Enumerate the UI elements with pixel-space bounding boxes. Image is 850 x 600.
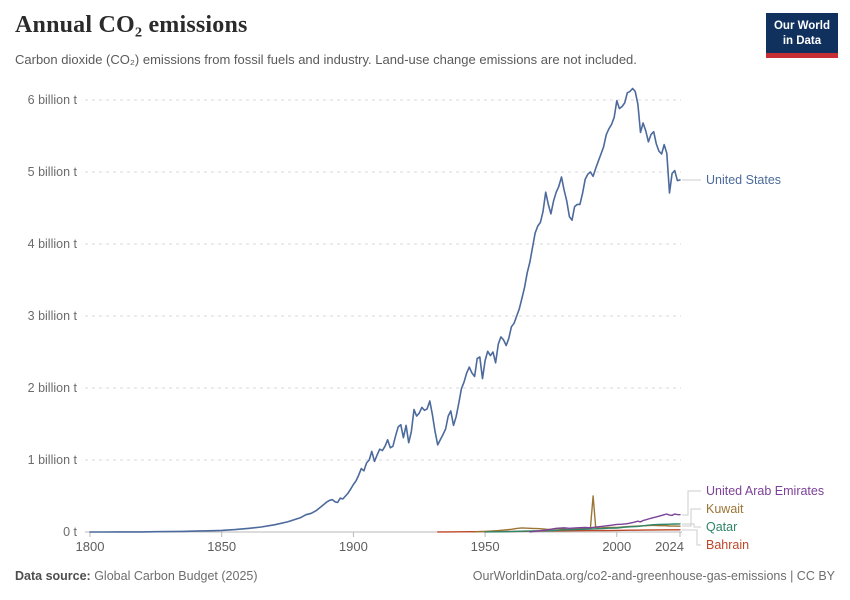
x-tick-label: 1800: [76, 539, 105, 554]
y-tick-label: 5 billion t: [28, 165, 78, 179]
series-label-qatar[interactable]: Qatar: [706, 519, 738, 534]
x-tick-label: 1850: [207, 539, 236, 554]
series-line-united-arab-emirates[interactable]: [529, 513, 681, 533]
owid-logo: Our World in Data: [765, 13, 838, 58]
label-connector: [682, 508, 701, 527]
owid-credit-link[interactable]: OurWorldinData.org/co2-and-greenhouse-ga…: [472, 569, 835, 583]
chart-subtitle: Carbon dioxide (CO₂) emissions from foss…: [15, 52, 637, 67]
series-label-united-arab-emirates[interactable]: United Arab Emirates: [706, 483, 825, 498]
label-connector: [682, 490, 701, 516]
x-tick-label: 1950: [471, 539, 500, 554]
y-tick-label: 0 t: [63, 525, 77, 539]
series-label-bahrain[interactable]: Bahrain: [706, 537, 750, 552]
label-connector: [682, 529, 701, 546]
y-tick-label: 6 billion t: [28, 93, 78, 107]
x-tick-label: 1900: [339, 539, 368, 554]
series-label-kuwait[interactable]: Kuwait: [706, 501, 744, 516]
series-label-united-states[interactable]: United States: [706, 172, 782, 187]
data-source-label: Data source:: [15, 569, 91, 583]
owid-logo-line1: Our World: [773, 20, 830, 32]
y-tick-label: 4 billion t: [28, 237, 78, 251]
series-line-kuwait[interactable]: [473, 495, 681, 533]
data-source-value: Global Carbon Budget (2025): [90, 569, 258, 583]
x-tick-label: 2024: [655, 539, 684, 554]
label-connector: [682, 523, 701, 528]
owid-logo-line2: in Data: [782, 34, 822, 47]
x-tick-label: 2000: [602, 539, 631, 554]
y-tick-label: 2 billion t: [28, 381, 78, 395]
page-title: Annual CO₂ emissions: [15, 12, 248, 38]
y-tick-label: 1 billion t: [28, 453, 78, 467]
data-source: Data source: Global Carbon Budget (2025): [15, 569, 258, 583]
y-tick-label: 3 billion t: [28, 309, 78, 323]
series-line-united-states[interactable]: [89, 87, 681, 533]
